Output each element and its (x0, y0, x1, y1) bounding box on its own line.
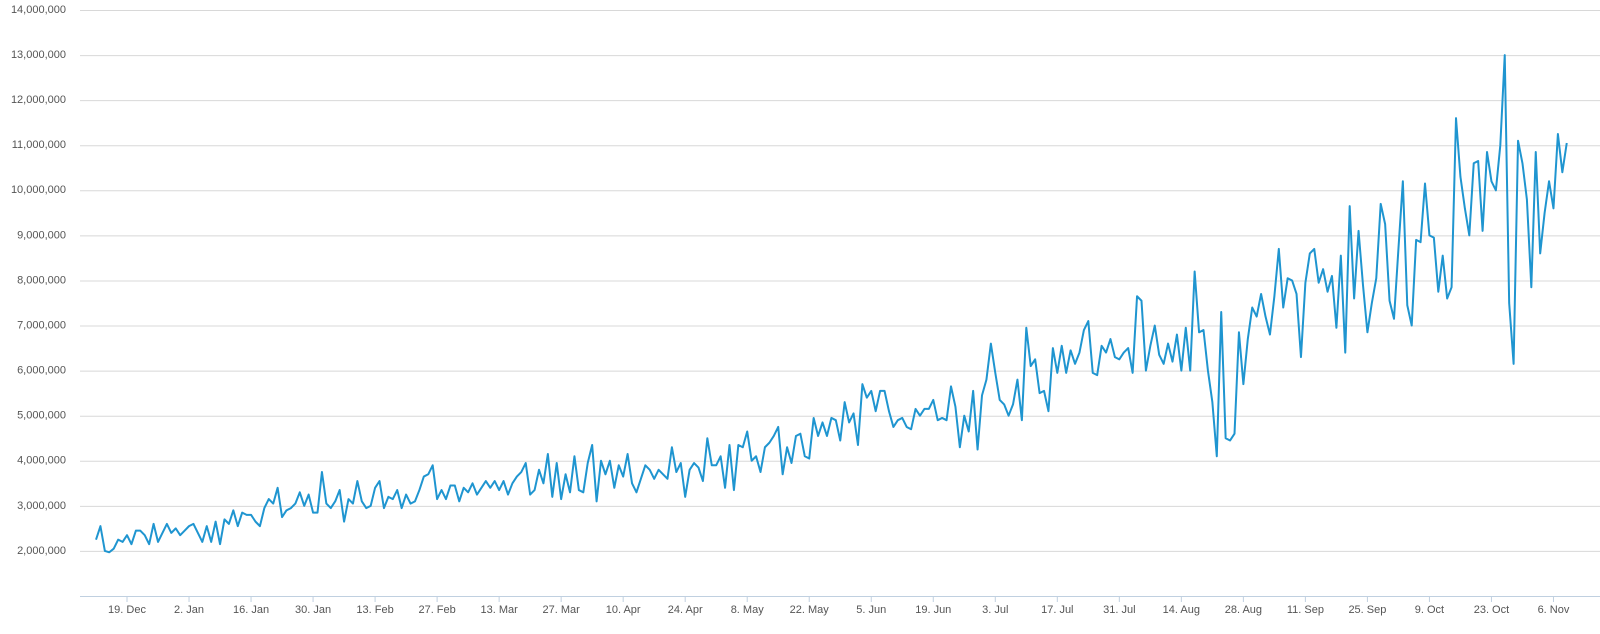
y-tick-label: 10,000,000 (11, 184, 66, 196)
x-tick-label: 27. Mar (543, 604, 581, 616)
y-tick-label: 2,000,000 (17, 545, 66, 557)
x-tick-label: 10. Apr (606, 604, 641, 616)
x-tick-label: 8. May (731, 604, 765, 616)
x-tick-label: 19. Jun (915, 604, 951, 616)
x-tick-label: 16. Jan (233, 604, 269, 616)
x-tick-label: 11. Sep (1287, 604, 1324, 616)
y-tick-label: 5,000,000 (17, 410, 66, 422)
y-tick-label: 4,000,000 (17, 455, 66, 467)
y-tick-label: 7,000,000 (17, 319, 66, 331)
x-tick-label: 14. Aug (1163, 604, 1200, 616)
y-tick-label: 14,000,000 (11, 4, 66, 16)
y-tick-label: 12,000,000 (11, 94, 66, 106)
x-tick-label: 25. Sep (1348, 604, 1386, 616)
x-tick-label: 30. Jan (295, 604, 331, 616)
x-tick-label: 23. Oct (1474, 604, 1509, 616)
y-tick-label: 3,000,000 (17, 500, 66, 512)
y-tick-label: 6,000,000 (17, 365, 66, 377)
x-tick-label: 3. Jul (982, 604, 1008, 616)
x-tick-label: 9. Oct (1415, 604, 1444, 616)
x-tick-label: 17. Jul (1041, 604, 1073, 616)
x-tick-label: 6. Nov (1538, 604, 1570, 616)
x-tick-label: 13. Mar (480, 604, 518, 616)
y-tick-label: 11,000,000 (12, 139, 66, 151)
x-tick-label: 13. Feb (356, 604, 393, 616)
x-tick-label: 31. Jul (1103, 604, 1135, 616)
y-tick-label: 8,000,000 (17, 274, 66, 286)
x-tick-label: 2. Jan (174, 604, 204, 616)
x-tick-label: 22. May (790, 604, 830, 616)
x-tick-label: 24. Apr (668, 604, 703, 616)
x-tick-label: 28. Aug (1225, 604, 1262, 616)
x-tick-label: 5. Jun (856, 604, 886, 616)
x-tick-label: 27. Feb (418, 604, 455, 616)
y-tick-label: 9,000,000 (17, 229, 66, 241)
x-tick-label: 19. Dec (108, 604, 146, 616)
y-tick-label: 13,000,000 (11, 49, 66, 61)
data-line (95, 54, 1568, 554)
